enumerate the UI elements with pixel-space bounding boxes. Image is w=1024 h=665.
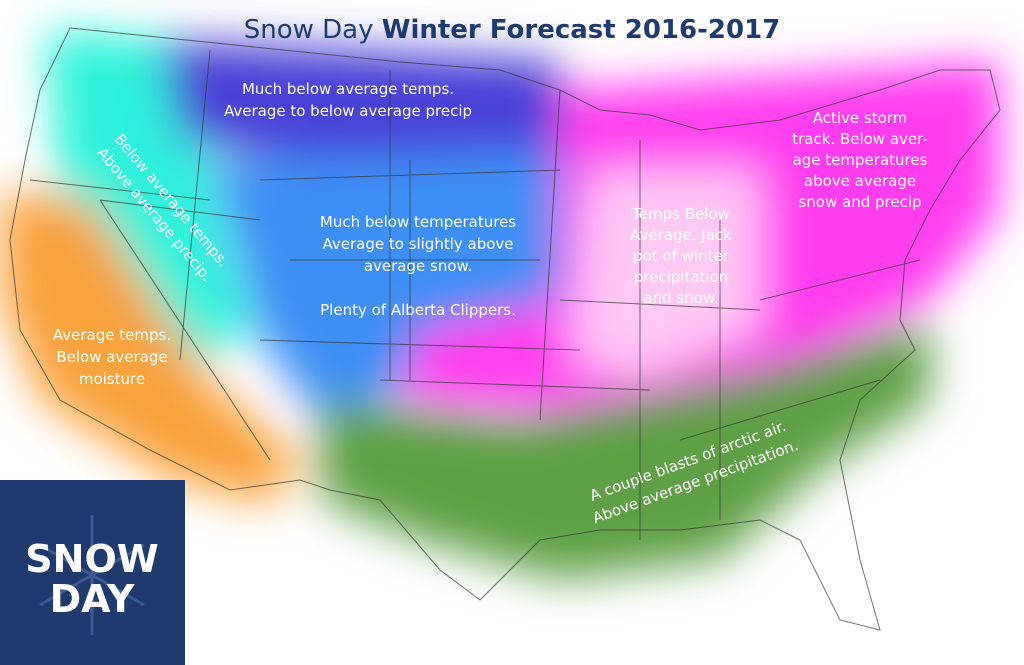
zone-label: Temps Below Average. Jack pot of winter pre… [630,205,732,307]
zone-label-line: Temps Below [631,205,730,223]
zone-label-line: Average to below average precip [224,102,472,120]
zone-label-line: moisture [79,370,145,388]
zone-label-line: age temperatures [793,151,928,169]
zone-label-line: Below average [56,348,167,366]
logo-line-1: SNOW [25,537,158,581]
map-title: Snow Day Winter Forecast 2016-2017 [244,15,781,45]
state-borders [29,49,921,540]
zone-north [160,40,560,170]
zone-label-line: Much below temperatures [320,213,516,231]
zone-label-line: above average [804,172,916,190]
zone-south [320,320,930,580]
zone-label: Much below temperatures Average to slight… [320,213,516,319]
zone-label-line: Active storm [813,109,908,127]
zone-note: Plenty of Alberta Clippers. [320,301,516,319]
state-outlines [9,27,1001,631]
zone-midwest [570,170,760,380]
zone-label: Average temps. Below average moisture [53,326,171,388]
zone-label-line: average snow. [364,257,472,275]
zone-label: Much below average temps. Average to belo… [224,80,472,120]
zone-label-line: pot of winter [633,247,730,265]
logo-line-2: DAY [50,577,135,621]
logo-snowflake [39,515,145,635]
zone-label-line: and snow. [643,289,718,307]
zone-label: Active storm track. Below aver-age temper… [792,109,928,211]
zone-label-line: Average. Jack [630,226,732,244]
zone-label-line: track. Below aver- [792,130,928,148]
zone-label-line: precipitation [634,268,729,286]
zone-california [0,190,300,505]
forecast-zones [0,30,1000,580]
zone-label-line: Much below average temps. [242,80,454,98]
zone-label-line: Average temps. [53,326,171,344]
zone-label-line: Average to slightly above [322,235,513,253]
title-main: Winter Forecast 2016-2017 [382,15,781,45]
title-prefix: Snow Day [244,15,374,45]
us-outline [9,27,1001,631]
zone-label-line: snow and precip [798,193,921,211]
